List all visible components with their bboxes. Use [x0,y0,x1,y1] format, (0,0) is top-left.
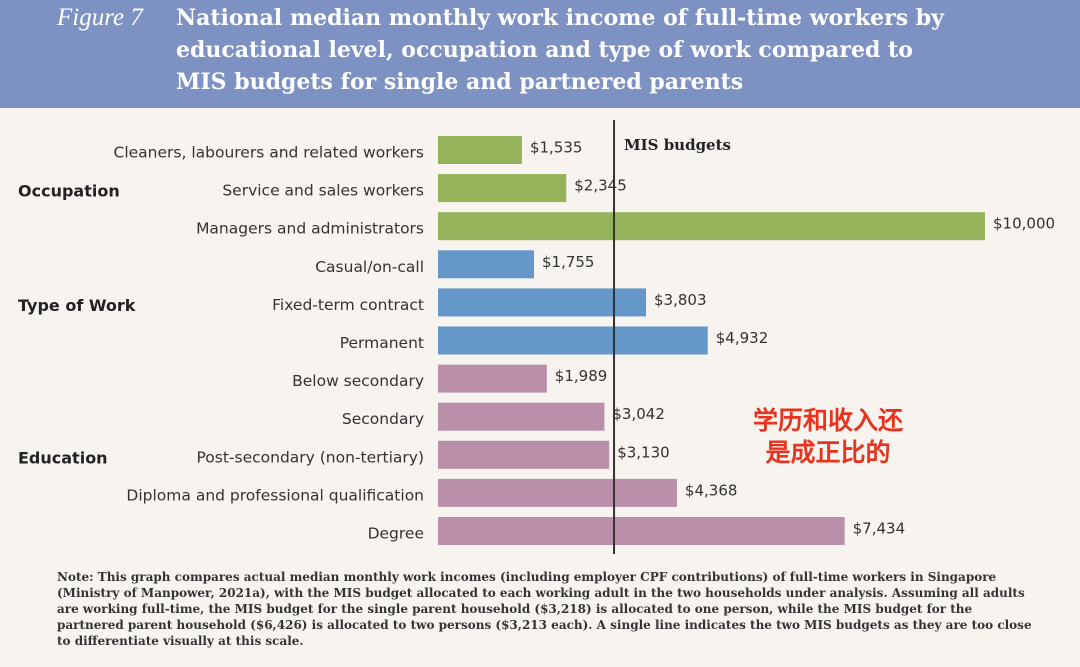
reference-label: MIS budgets [624,136,731,154]
value-label: $3,130 [617,443,670,461]
group-label: Education [18,448,108,467]
figure-label: Figure 7 [57,4,143,31]
category-label: Degree [368,525,424,543]
category-label: Fixed-term contract [272,296,424,314]
bar [438,364,547,393]
category-label: Diploma and professional qualification [126,486,424,504]
value-label: $3,803 [654,291,707,309]
category-label: Casual/on-call [315,258,424,276]
value-label: $3,042 [612,405,665,423]
value-label: $4,368 [685,481,738,499]
category-label: Below secondary [292,372,424,390]
category-label: Permanent [340,334,424,352]
bar [438,440,610,469]
note: Note: This graph compares actual median … [57,570,1032,648]
header: Figure 7 National median monthly work in… [0,0,1080,108]
bar [438,174,567,203]
bar [438,478,677,507]
value-label: $4,932 [716,329,769,347]
annotation: 学历和收入还 [753,406,904,435]
bar [438,136,522,164]
value-label: $1,989 [555,367,608,385]
value-label: $10,000 [993,215,1055,233]
bar [438,326,708,355]
value-label: $2,345 [574,177,627,195]
bar [438,250,534,279]
bar [438,212,985,241]
group-label: Occupation [18,182,120,201]
category-label: Cleaners, labourers and related workers [114,144,425,162]
group-label: Type of Work [18,296,136,315]
category-label: Managers and administrators [196,220,424,238]
bar [438,402,605,431]
chart: Cleaners, labourers and related workers $… [18,120,1055,554]
value-label: $1,755 [542,253,595,271]
value-label: $7,434 [853,520,906,538]
category-label: Secondary [342,410,424,428]
annotation: 是成正比的 [765,438,890,467]
bar [438,517,845,545]
chart-title: National median monthly work income of f… [176,5,944,95]
bar [438,288,647,317]
category-label: Post-secondary (non-tertiary) [196,448,424,466]
value-label: $1,535 [530,139,583,157]
category-label: Service and sales workers [222,182,424,200]
